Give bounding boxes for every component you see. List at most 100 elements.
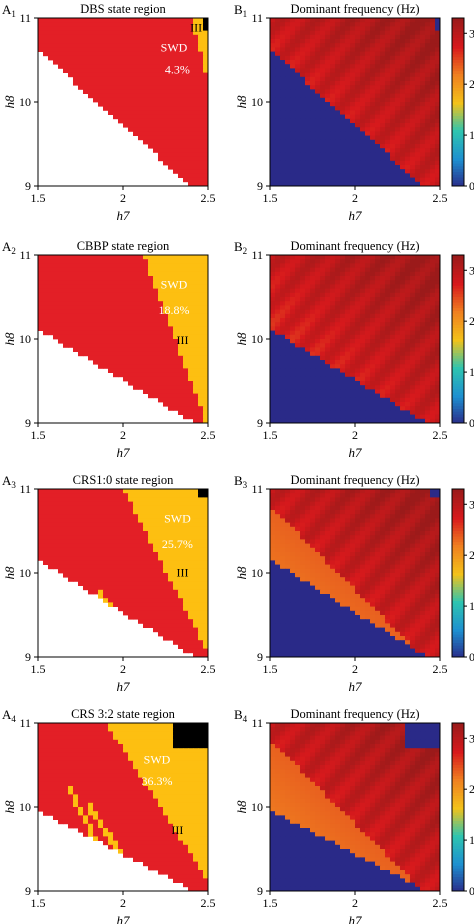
- heatmap-cell: [360, 330, 366, 336]
- heatmap-cell: [405, 255, 411, 260]
- heatmap-cell: [188, 497, 194, 502]
- heatmap-cell: [430, 81, 436, 86]
- heatmap-cell: [295, 76, 301, 82]
- panel-letter: A: [2, 239, 12, 254]
- heatmap-cell: [203, 406, 209, 411]
- heatmap-cell: [168, 368, 174, 373]
- heatmap-cell: [275, 372, 281, 378]
- heatmap-cell: [68, 330, 74, 336]
- heatmap-cell: [335, 313, 341, 319]
- heatmap-cell: [188, 139, 194, 145]
- heatmap-cell: [365, 372, 371, 378]
- heatmap-cell: [380, 309, 386, 315]
- heatmap-cell: [380, 322, 386, 327]
- heatmap-cell: [38, 39, 44, 44]
- heatmap-cell: [290, 22, 296, 27]
- heatmap-cell: [370, 30, 376, 36]
- heatmap-cell: [350, 51, 356, 57]
- heatmap-cell: [123, 309, 129, 315]
- heatmap-cell: [330, 292, 336, 298]
- heatmap-cell: [300, 406, 306, 411]
- heatmap-cell: [405, 360, 411, 365]
- heatmap-cell: [285, 110, 291, 115]
- heatmap-cell: [385, 102, 391, 107]
- heatmap-cell: [435, 135, 441, 141]
- heatmap-cell: [280, 276, 286, 281]
- heatmap-cell: [380, 276, 386, 281]
- heatmap-cell: [410, 402, 416, 407]
- heatmap-cell: [395, 106, 401, 111]
- heatmap-cell: [275, 339, 281, 344]
- heatmap-cell: [198, 118, 204, 124]
- heatmap-cell: [410, 160, 416, 166]
- heatmap-cell: [365, 263, 371, 268]
- heatmap-cell: [290, 381, 296, 386]
- heatmap-cell: [280, 360, 286, 365]
- heatmap-cell: [78, 313, 84, 319]
- heatmap-cell: [340, 135, 346, 141]
- heatmap-cell: [365, 414, 371, 420]
- heatmap-cell: [133, 351, 139, 357]
- heatmap-cell: [83, 276, 89, 281]
- heatmap-cell: [133, 26, 139, 31]
- heatmap-cell: [365, 280, 371, 285]
- heatmap-cell: [350, 385, 356, 390]
- heatmap-cell: [290, 81, 296, 86]
- heatmap-cell: [430, 22, 436, 27]
- heatmap-cell: [370, 181, 376, 187]
- heatmap-cell: [405, 393, 411, 399]
- heatmap-cell: [415, 68, 421, 73]
- colorbar-segment: [452, 389, 464, 393]
- heatmap-cell: [198, 55, 204, 61]
- colorbar-segment: [452, 169, 464, 173]
- heatmap-cell: [330, 102, 336, 107]
- heatmap-cell: [290, 284, 296, 289]
- heatmap-cell: [300, 368, 306, 373]
- heatmap-cell: [350, 89, 356, 94]
- heatmap-cell: [280, 334, 286, 340]
- heatmap-cell: [178, 127, 184, 132]
- heatmap-cell: [198, 123, 204, 128]
- heatmap-cell: [355, 106, 361, 111]
- heatmap-cell: [365, 47, 371, 52]
- heatmap-cell: [365, 351, 371, 357]
- heatmap-cell: [350, 34, 356, 40]
- heatmap-cell: [275, 152, 281, 157]
- heatmap-cell: [310, 39, 316, 44]
- heatmap-cell: [410, 322, 416, 327]
- heatmap-cell: [425, 393, 431, 399]
- heatmap-cell: [143, 76, 149, 82]
- heatmap-cell: [305, 81, 311, 86]
- heatmap-cell: [203, 177, 209, 183]
- heatmap-cell: [38, 309, 44, 315]
- heatmap-cell: [370, 160, 376, 166]
- heatmap-cell: [138, 30, 144, 36]
- heatmap-cell: [405, 89, 411, 94]
- heatmap-cell: [325, 47, 331, 52]
- heatmap-cell: [128, 97, 134, 103]
- heatmap-cell: [350, 381, 356, 386]
- heatmap-cell: [138, 372, 144, 378]
- heatmap-cell: [158, 368, 164, 373]
- heatmap-cell: [203, 343, 209, 348]
- heatmap-cell: [315, 85, 321, 90]
- heatmap-cell: [300, 89, 306, 94]
- heatmap-cell: [53, 51, 59, 57]
- heatmap-cell: [415, 397, 421, 403]
- heatmap-cell: [203, 402, 209, 407]
- heatmap-cell: [395, 152, 401, 157]
- heatmap-cell: [88, 68, 94, 73]
- heatmap-cell: [325, 322, 331, 327]
- heatmap-cell: [325, 288, 331, 294]
- heatmap-cell: [370, 385, 376, 390]
- heatmap-cell: [138, 368, 144, 373]
- heatmap-cell: [315, 318, 321, 323]
- colorbar-segment: [452, 378, 464, 382]
- colorbar-segment: [452, 330, 464, 334]
- heatmap-cell: [275, 135, 281, 141]
- heatmap-cell: [275, 64, 281, 69]
- heatmap-cell: [430, 47, 436, 52]
- y-tick-label: 10: [19, 95, 31, 109]
- colorbar-segment: [452, 322, 464, 326]
- heatmap-cell: [183, 259, 189, 264]
